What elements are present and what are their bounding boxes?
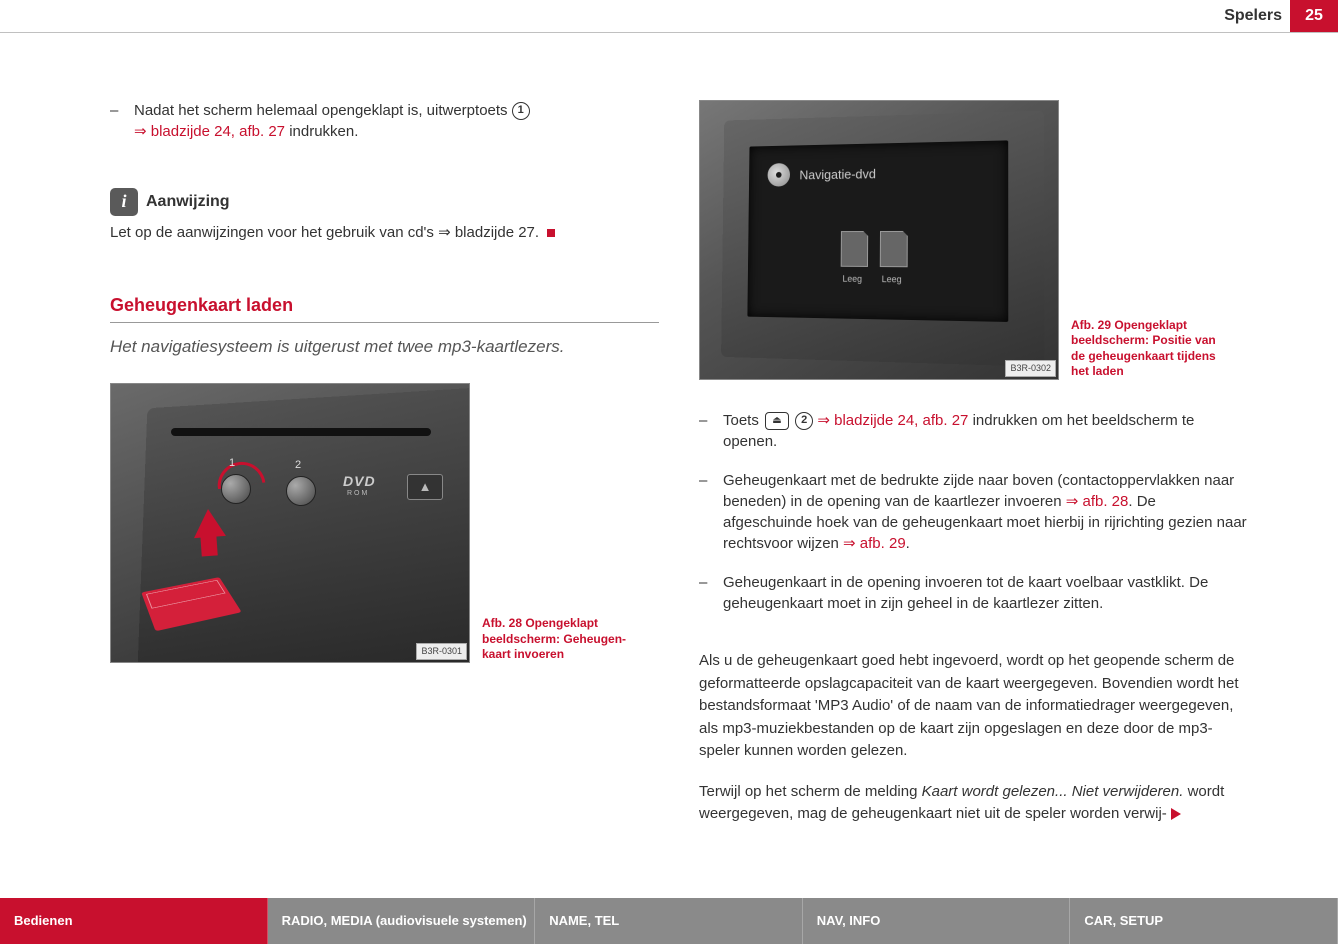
link-arrow: ⇒ [817,412,834,429]
info-icon: i [110,188,138,216]
fig28-label-1: 1 [229,456,235,471]
bullet-dash: – [110,100,134,142]
text: indrukken. [289,123,358,140]
page-content: – Nadat het scherm helemaal opengeklapt … [110,100,1248,884]
text: Toets [723,412,763,429]
bullet-text: Geheugenkaart in de opening invoeren tot… [723,572,1248,614]
bullet-text: Nadat het scherm helemaal opengeklapt is… [134,100,659,142]
figure-29-caption: Afb. 29 Opengeklapt beeldscherm: Positie… [1071,318,1231,380]
figure-code: B3R-0302 [1005,360,1056,377]
text: Terwijl op het scherm de melding [699,783,922,800]
text: bladzijde 27. [455,224,539,241]
bullet-item: – Toets ⏏ 2 ⇒ bladzijde 24, afb. 27 indr… [699,410,1248,452]
body-paragraph: Als u de geheugenkaart goed hebt ingevoe… [699,650,1248,763]
right-column: Navigatie-dvd Leeg Leeg B3R-0302 Afb. 29… [699,100,1248,884]
text: . [906,535,910,552]
footer-tab-nav-info[interactable]: NAV, INFO [803,898,1071,944]
figure-29: Navigatie-dvd Leeg Leeg B3R-0302 Afb. 29… [699,100,1248,380]
callout-number-2: 2 [795,412,813,430]
link-arrow: ⇒ [134,123,147,140]
fig29-nav-label: Navigatie-dvd [799,165,876,184]
arrow: ⇒ [438,224,451,241]
left-column: – Nadat het scherm helemaal opengeklapt … [110,100,659,884]
figure-28: 1 2 DVD ROM ▲ B3R-0301 Afb. 28 Opengekla… [110,383,659,663]
fig28-label-2: 2 [295,458,301,473]
link-arrow: ⇒ [1066,493,1083,510]
footer-tab-car-setup[interactable]: CAR, SETUP [1070,898,1338,944]
bullet-dash: – [699,410,723,452]
eject-button-graphic: ▲ [407,474,443,500]
page-reference-link[interactable]: bladzijde 24, afb. 27 [834,412,968,429]
header-divider [0,32,1338,33]
figure-28-image: 1 2 DVD ROM ▲ B3R-0301 [110,383,470,663]
body-paragraph: Terwijl op het scherm de melding Kaart w… [699,781,1248,826]
continue-icon [1171,808,1181,820]
section-title: Geheugenkaart laden [110,293,659,323]
text: Geheugenkaart met de bedrukte zijde naar… [723,472,1234,510]
bullet-item: – Geheugenkaart met de bedrukte zijde na… [699,470,1248,554]
eject-icon: ⏏ [765,412,789,430]
figure-28-caption: Afb. 28 Opengeklapt beeldscherm: Geheuge… [482,616,642,663]
notice-text: Let op de aanwijzingen voor het gebruik … [110,222,659,243]
text: Let op de aanwijzingen voor het gebruik … [110,224,438,241]
bullet-item: – Nadat het scherm helemaal opengeklapt … [110,100,659,142]
fig29-leeg-1: Leeg [842,273,862,286]
bullet-dash: – [699,572,723,614]
footer-tab-name-tel[interactable]: NAME, TEL [535,898,803,944]
header-section: Spelers [1224,5,1282,27]
end-square-icon [547,229,555,237]
notice-label: Aanwijzing [146,191,230,213]
figure-29-image: Navigatie-dvd Leeg Leeg B3R-0302 [699,100,1059,380]
bullet-dash: – [699,470,723,554]
page-number: 25 [1290,0,1338,32]
bullet-item: – Geheugenkaart in de opening invoeren t… [699,572,1248,614]
footer-tab-bedienen[interactable]: Bedienen [0,898,268,944]
page-reference-link[interactable]: bladzijde 24, afb. 27 [151,123,285,140]
figure-code: B3R-0301 [416,643,467,660]
section-subtitle: Het navigatiesysteem is uitgerust met tw… [110,335,659,359]
text: Nadat het scherm helemaal opengeklapt is… [134,102,512,119]
fig29-leeg-2: Leeg [882,273,902,286]
bullet-text: Toets ⏏ 2 ⇒ bladzijde 24, afb. 27 indruk… [723,410,1248,452]
callout-number-1: 1 [512,102,530,120]
bullet-text: Geheugenkaart met de bedrukte zijde naar… [723,470,1248,554]
footer-nav: Bedienen RADIO, MEDIA (audiovisuele syst… [0,898,1338,944]
notice-heading: i Aanwijzing [110,188,659,216]
figure-reference-link[interactable]: afb. 28 [1083,493,1129,510]
footer-tab-radio-media[interactable]: RADIO, MEDIA (audiovisuele systemen) [268,898,536,944]
link-arrow: ⇒ [843,535,860,552]
message-text: Kaart wordt gelezen... Niet verwijderen. [922,783,1184,800]
figure-reference-link[interactable]: afb. 29 [860,535,906,552]
dvd-sublogo: ROM [347,489,369,499]
